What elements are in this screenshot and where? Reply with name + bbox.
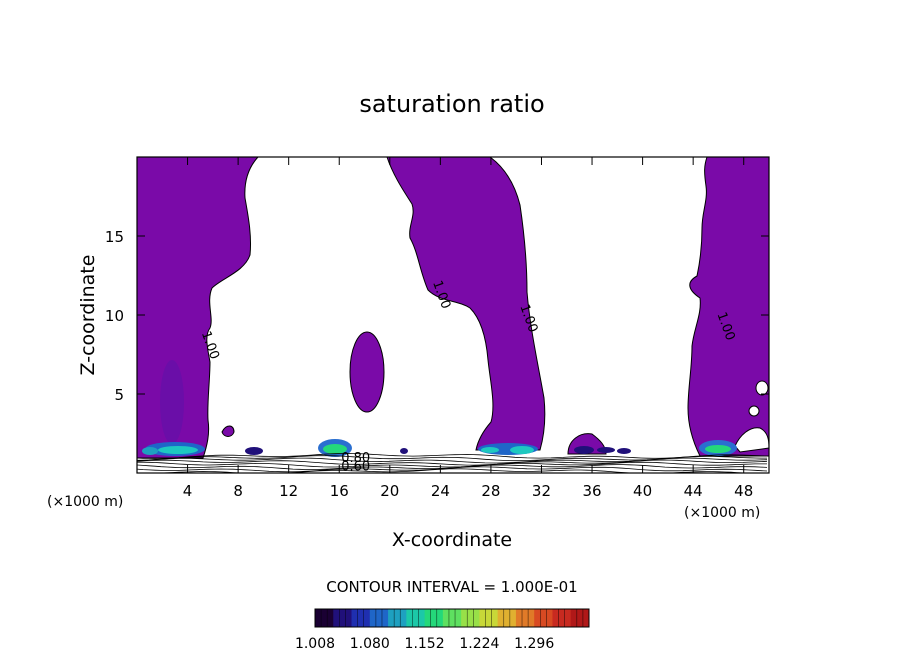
colorbar-tick-label: 1.224 bbox=[459, 636, 499, 652]
near-surface-contour-line bbox=[137, 459, 768, 466]
saturated-region-east bbox=[687, 157, 769, 457]
subsaturated-hole bbox=[748, 405, 760, 417]
x-tick-label: 8 bbox=[233, 482, 243, 500]
colorbar-swatch bbox=[497, 609, 517, 627]
near-surface-contour-line bbox=[137, 468, 756, 473]
x-tick-label: 36 bbox=[582, 482, 601, 500]
saturated-region-central bbox=[386, 157, 546, 451]
contour-label: 0.80 bbox=[341, 451, 370, 466]
x-tick-label: 20 bbox=[380, 482, 399, 500]
colorbar-swatch bbox=[461, 609, 480, 627]
high-saturation-blob bbox=[478, 443, 538, 455]
high-saturation-blob bbox=[142, 442, 205, 456]
near-surface-contours bbox=[137, 452, 768, 473]
saturated-patch-small bbox=[221, 425, 235, 437]
chart-title: saturation ratio bbox=[359, 90, 544, 118]
y-tick-label: 5 bbox=[114, 386, 124, 404]
saturation-core bbox=[160, 360, 184, 444]
x-tick-label: 24 bbox=[431, 482, 450, 500]
near-surface-contour-line bbox=[137, 461, 767, 468]
high-saturation-blob bbox=[245, 446, 631, 455]
near-surface-contour-line bbox=[137, 466, 768, 473]
colorbar-tick-label: 1.080 bbox=[350, 636, 390, 652]
x-tick-label: 12 bbox=[279, 482, 298, 500]
colorbar-swatch bbox=[406, 609, 426, 627]
colorbar-swatch bbox=[369, 609, 389, 627]
x-tick-label: 48 bbox=[734, 482, 753, 500]
x-tick-label: 16 bbox=[330, 482, 349, 500]
saturated-island bbox=[349, 331, 385, 413]
y-axis-label: Z-coordinate bbox=[77, 255, 99, 376]
near-surface-contour-line bbox=[137, 457, 768, 464]
colorbar-swatch bbox=[570, 609, 590, 627]
x-tick-label: 4 bbox=[183, 482, 193, 500]
colorbar-tick-label: 1.008 bbox=[295, 636, 335, 652]
x-tick-label: 40 bbox=[633, 482, 652, 500]
colorbar-swatch bbox=[333, 609, 353, 627]
colorbar-swatch bbox=[424, 609, 444, 627]
colorbar-swatch bbox=[515, 609, 535, 627]
colorbar-labels: 1.008 1.080 1.152 1.224 1.296 bbox=[295, 636, 554, 652]
saturated-region-west bbox=[137, 157, 259, 459]
colorbar-swatch bbox=[388, 609, 407, 627]
colorbar-frame bbox=[314, 608, 590, 628]
high-saturation-blob bbox=[318, 439, 352, 457]
colorbar-swatch bbox=[479, 609, 499, 627]
contour-labels: 1.001.001.00 1.000.800.60 bbox=[198, 279, 738, 475]
x-tick-label: 28 bbox=[481, 482, 500, 500]
colorbar-swatch bbox=[315, 609, 334, 627]
x-tick-label: 32 bbox=[532, 482, 551, 500]
near-surface-contour-line bbox=[137, 452, 768, 459]
subsaturated-hole bbox=[755, 380, 769, 396]
colorbar-tick-label: 1.296 bbox=[514, 636, 554, 652]
contour-label: 0.60 bbox=[341, 460, 370, 475]
high-saturation-blob bbox=[699, 440, 737, 456]
y-tick-label: 15 bbox=[105, 228, 124, 246]
y-axis: 5 10 15 bbox=[105, 228, 769, 404]
colorbar bbox=[314, 608, 590, 628]
colorbar-swatch bbox=[552, 609, 572, 627]
y-tick-label: 10 bbox=[105, 307, 124, 325]
colorbar-swatch bbox=[442, 609, 462, 627]
x-unit-left: (×1000 m) bbox=[47, 494, 123, 510]
contour-interval: CONTOUR INTERVAL = 1.000E-01 bbox=[326, 578, 577, 596]
x-tick-label: 44 bbox=[684, 482, 703, 500]
x-unit-right: (×1000 m) bbox=[684, 505, 760, 521]
x-axis: 4 8 12 16 20 24 28 32 36 40 44 48 bbox=[183, 157, 753, 500]
colorbar-tick-label: 1.152 bbox=[405, 636, 445, 652]
colorbar-swatch bbox=[351, 609, 371, 627]
plot-area bbox=[137, 157, 769, 473]
x-axis-label: X-coordinate bbox=[392, 529, 512, 551]
colorbar-swatch bbox=[534, 609, 553, 627]
